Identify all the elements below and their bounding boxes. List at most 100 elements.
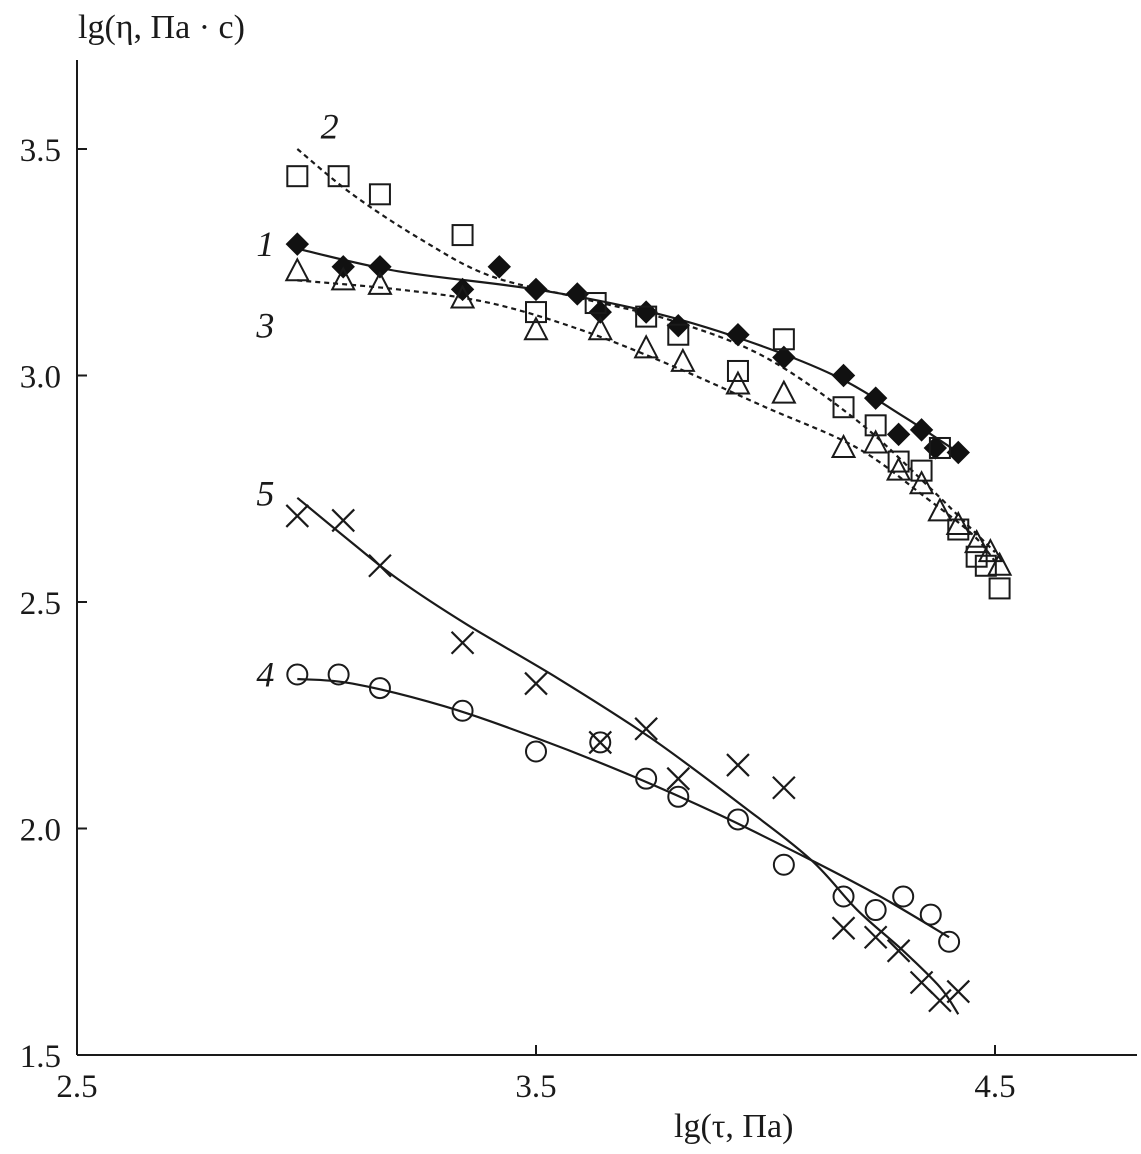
data-point-2 xyxy=(772,328,795,351)
curve-label-3: 3 xyxy=(255,306,274,346)
data-point-2 xyxy=(947,518,970,541)
y-tick-label: 2.0 xyxy=(20,813,61,849)
data-point-4 xyxy=(864,899,887,922)
y-tick-label: 2.5 xyxy=(20,586,61,622)
x-tick-label: 4.5 xyxy=(974,1069,1015,1105)
data-point-5 xyxy=(368,553,392,578)
curve-label-5: 5 xyxy=(256,473,274,513)
data-point-3 xyxy=(986,551,1013,576)
data-point-1 xyxy=(634,300,658,324)
data-point-2 xyxy=(910,459,933,482)
fit-line-2 xyxy=(296,148,996,553)
data-point-3 xyxy=(587,316,613,341)
data-point-4 xyxy=(368,677,391,700)
data-point-2 xyxy=(368,183,391,206)
axis-ticks: 2.5 3.5 4.5 1.5 2.0 2.5 3.0 3.5 xyxy=(20,133,1016,1105)
data-point-3 xyxy=(977,538,1004,563)
x-axis-title: lg(τ, Па) xyxy=(674,1108,793,1145)
data-point-3 xyxy=(963,528,990,554)
data-point-5 xyxy=(928,988,952,1013)
data-point-2 xyxy=(974,554,997,577)
data-point-2 xyxy=(887,450,910,473)
data-point-2 xyxy=(726,359,749,382)
data-markers xyxy=(284,165,1013,1013)
data-point-1 xyxy=(368,255,392,279)
data-point-5 xyxy=(886,939,911,963)
data-point-3 xyxy=(367,270,393,295)
data-point-4 xyxy=(451,699,474,722)
data-point-4 xyxy=(327,663,350,686)
data-point-3 xyxy=(449,284,476,309)
data-point-4 xyxy=(525,740,547,763)
data-point-2 xyxy=(988,577,1011,600)
data-point-4 xyxy=(589,731,612,754)
data-point-2 xyxy=(584,292,607,315)
data-point-4 xyxy=(832,885,855,908)
data-point-4 xyxy=(892,885,915,908)
data-point-5 xyxy=(666,766,691,791)
data-point-3 xyxy=(725,370,751,395)
data-point-4 xyxy=(919,903,942,926)
data-point-3 xyxy=(885,456,912,481)
fit-line-3 xyxy=(297,279,996,562)
data-point-2 xyxy=(667,323,690,346)
data-point-3 xyxy=(863,429,889,454)
data-point-4 xyxy=(286,663,309,686)
data-point-5 xyxy=(772,775,796,800)
data-point-5 xyxy=(946,979,971,1004)
data-point-1 xyxy=(487,255,511,279)
data-point-4 xyxy=(726,808,749,831)
curve-label-2: 2 xyxy=(321,106,339,146)
plot-area: 2.5 3.5 4.5 1.5 2.0 2.5 3.0 3.5 1 2 3 4 5 xyxy=(20,60,1137,1105)
data-point-3 xyxy=(523,316,549,341)
data-point-2 xyxy=(451,224,474,247)
y-tick-label: 3.5 xyxy=(20,133,61,169)
fit-line-4 xyxy=(297,677,950,939)
data-point-3 xyxy=(633,334,659,359)
data-point-3 xyxy=(908,470,935,495)
data-point-1 xyxy=(946,440,970,465)
data-point-5 xyxy=(634,717,658,741)
data-point-5 xyxy=(524,671,548,696)
data-point-5 xyxy=(450,630,475,655)
curve-label-4: 4 xyxy=(256,654,274,694)
data-point-1 xyxy=(831,363,856,388)
x-tick-label: 3.5 xyxy=(515,1069,556,1105)
fit-curves xyxy=(296,148,996,1015)
data-point-3 xyxy=(284,257,310,282)
y-tick-label: 3.0 xyxy=(20,360,61,396)
data-point-4 xyxy=(938,930,961,953)
data-point-3 xyxy=(830,433,857,458)
data-point-5 xyxy=(863,925,888,949)
data-point-2 xyxy=(832,396,855,419)
curve-label-1: 1 xyxy=(256,224,274,264)
data-point-1 xyxy=(863,386,888,410)
data-point-1 xyxy=(285,232,310,256)
data-point-3 xyxy=(330,266,356,291)
data-point-2 xyxy=(928,436,951,459)
data-point-5 xyxy=(331,508,355,533)
data-point-4 xyxy=(635,767,658,790)
data-point-2 xyxy=(286,165,309,188)
data-point-4 xyxy=(667,785,690,808)
data-point-1 xyxy=(772,345,796,370)
data-point-5 xyxy=(726,753,750,777)
fit-line-5 xyxy=(296,496,960,1015)
data-point-1 xyxy=(886,422,911,447)
data-point-3 xyxy=(771,379,797,404)
data-point-1 xyxy=(923,436,948,460)
data-point-1 xyxy=(909,418,934,442)
data-point-5 xyxy=(831,916,856,940)
data-point-3 xyxy=(670,347,696,372)
data-point-1 xyxy=(726,323,750,347)
data-point-2 xyxy=(327,165,350,188)
data-point-4 xyxy=(772,853,795,876)
data-point-5 xyxy=(285,504,310,528)
curve-labels: 1 2 3 4 5 xyxy=(255,106,338,694)
data-point-3 xyxy=(927,497,953,522)
y-axis-title: lg(η, Па · с) xyxy=(78,9,245,46)
fit-line-1 xyxy=(297,247,959,454)
data-point-2 xyxy=(864,414,887,437)
data-point-2 xyxy=(635,305,658,328)
data-point-1 xyxy=(565,282,590,306)
